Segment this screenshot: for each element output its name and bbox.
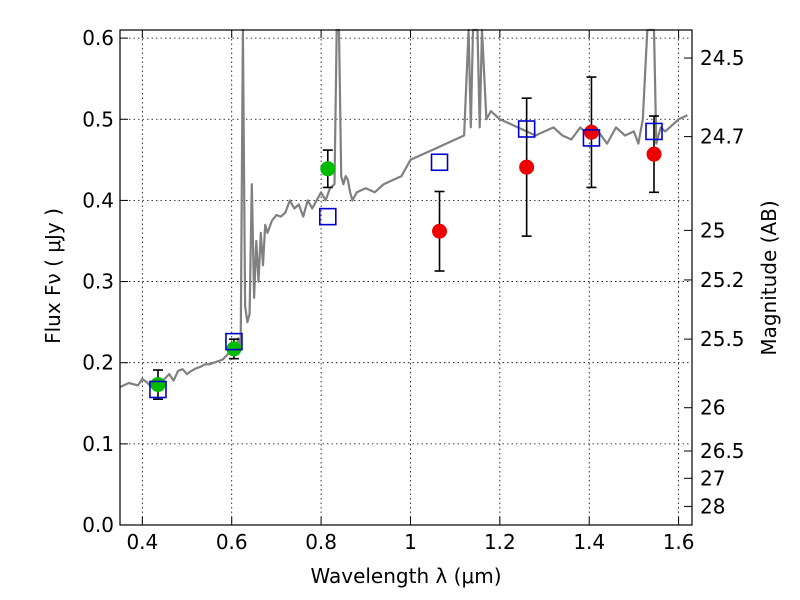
model-band-point-5 — [582, 129, 601, 147]
markers — [149, 120, 663, 399]
model-band-point-6 — [645, 122, 663, 141]
y-tick-label: 0.0 — [82, 513, 114, 537]
mag-tick-label: 28 — [700, 494, 725, 518]
data-point-0-0 — [150, 377, 166, 393]
y-tick-label: 0.3 — [82, 270, 114, 294]
x-tick-label: 0.8 — [305, 530, 337, 554]
x-tick-label: 0.4 — [126, 530, 158, 554]
mag-tick-label: 25 — [700, 218, 725, 242]
x-tick-label: 1 — [404, 530, 417, 554]
model-spectrum — [119, 28, 688, 389]
mag-tick-label: 24.7 — [700, 125, 745, 149]
magnitude-axis-label: Magnitude (AB) — [757, 200, 781, 355]
axes-frame — [119, 29, 693, 526]
mag-ticks: 24.5 24.7 25 25.2 25.5 26 26.5 27 28 — [684, 46, 745, 518]
data-point-1-1 — [519, 159, 535, 175]
y-ticks: 0.0 0.1 0.2 0.3 0.4 0.5 0.6 — [82, 26, 128, 537]
x-ticks: 0.4 0.6 0.8 1 1.2 1.4 1.6 — [126, 30, 695, 554]
model-band-point-3 — [430, 153, 449, 172]
y-tick-label: 0.5 — [82, 107, 114, 131]
mag-tick-label: 24.5 — [700, 46, 745, 70]
model-band-point-0 — [149, 380, 167, 399]
x-tick-label: 1.4 — [573, 530, 605, 554]
y-axis-label: Flux Fν ( μJy ) — [41, 208, 65, 344]
mag-tick-label: 25.2 — [700, 268, 745, 292]
model-spectrum-line — [119, 28, 688, 389]
y-tick-label: 0.1 — [82, 432, 114, 456]
plot-border — [119, 29, 693, 526]
mag-tick-label: 26.5 — [700, 439, 745, 463]
x-axis-label: Wavelength λ (μm) — [310, 564, 501, 588]
data-point-1-0 — [432, 223, 448, 239]
data-point-1-3 — [646, 146, 662, 162]
grid — [120, 30, 692, 525]
model-band-point-4 — [517, 120, 536, 138]
model-band-point-1 — [225, 332, 243, 351]
model-band-point-2 — [318, 207, 337, 226]
x-tick-label: 0.6 — [216, 530, 248, 554]
mag-tick-label: 27 — [700, 466, 725, 490]
y-tick-label: 0.2 — [82, 351, 114, 375]
mag-tick-label: 25.5 — [700, 327, 745, 351]
data-point-1-2 — [583, 124, 599, 140]
data-point-0-2 — [320, 161, 336, 177]
x-tick-label: 1.6 — [663, 530, 695, 554]
x-tick-label: 1.2 — [484, 530, 516, 554]
mag-tick-label: 26 — [700, 396, 725, 420]
y-tick-label: 0.4 — [82, 188, 114, 212]
y-tick-label: 0.6 — [82, 26, 114, 50]
